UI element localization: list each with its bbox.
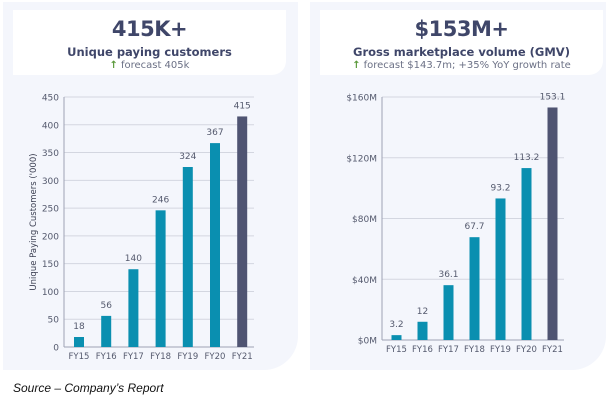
gmv-data-label: 12 <box>417 307 428 317</box>
gmv-forecast: ↑ forecast $143.7m; +35% YoY growth rate <box>320 60 603 72</box>
gmv-headline: $153M+ <box>414 17 509 41</box>
customers-ytick-label: 200 <box>42 232 59 242</box>
gmv-summary-card: $153M+ Gross marketplace volume (GMV) ↑ f… <box>320 10 603 75</box>
customers-ytick-label: 400 <box>42 121 59 131</box>
gmv-subtitle: Gross marketplace volume (GMV) <box>353 45 570 59</box>
gmv-bar-fy21 <box>547 107 558 341</box>
customers-xtick-label: FY21 <box>232 352 253 362</box>
customers-xtick-label: FY20 <box>205 352 226 362</box>
customers-data-label: 324 <box>179 152 196 162</box>
gmv-bar-fy16 <box>417 321 428 340</box>
gmv-data-label: 153.1 <box>540 92 566 102</box>
customers-ytick-label: 450 <box>42 94 59 104</box>
gmv-data-label: 36.1 <box>438 270 458 280</box>
customers-bar-fy16 <box>101 315 112 347</box>
customers-ytick-label: 50 <box>48 316 60 326</box>
customers-ytick-label: 350 <box>42 149 59 159</box>
gmv-ytick-label: $80M <box>352 215 377 225</box>
customers-xtick-label: FY16 <box>96 352 117 362</box>
arrow-up-icon: ↑ <box>109 60 118 71</box>
customers-bar-fy19 <box>182 167 193 347</box>
customers-ytick-label: 300 <box>42 177 59 187</box>
gmv-data-label: 3.2 <box>389 320 403 330</box>
customers-bar-fy15 <box>74 337 84 347</box>
customers-panel: 415K+ Unique paying customers ↑ forecast … <box>3 2 298 370</box>
customers-summary-card: 415K+ Unique paying customers ↑ forecast … <box>13 10 286 75</box>
gmv-xtick-label: FY17 <box>438 345 459 355</box>
gmv-xtick-label: FY20 <box>516 345 537 355</box>
gmv-xtick-label: FY18 <box>464 345 485 355</box>
customers-xtick-label: FY19 <box>177 352 198 362</box>
gmv-bar-fy15 <box>391 335 402 340</box>
gmv-forecast-text: forecast $143.7m; +35% YoY growth rate <box>363 60 571 71</box>
customers-data-label: 415 <box>234 101 251 111</box>
customers-headline: 415K+ <box>111 17 188 41</box>
customers-xtick-label: FY17 <box>123 352 144 362</box>
customers-data-label: 367 <box>206 128 223 138</box>
customers-ytick-label: 0 <box>53 344 59 354</box>
gmv-bar-fy17 <box>443 285 454 340</box>
customers-bar-fy17 <box>128 269 139 347</box>
gmv-data-label: 113.2 <box>514 153 540 163</box>
customers-subtitle: Unique paying customers <box>67 45 232 59</box>
gmv-ytick-label: $0M <box>358 337 377 347</box>
gmv-data-label: 93.2 <box>490 183 510 193</box>
customers-data-label: 18 <box>73 322 85 332</box>
gmv-ytick-label: $40M <box>352 276 377 286</box>
gmv-xtick-label: FY16 <box>412 345 433 355</box>
customers-xtick-label: FY15 <box>69 352 90 362</box>
customers-xtick-label: FY18 <box>150 352 171 362</box>
customers-bar-fy21 <box>237 116 248 347</box>
gmv-bar-fy18 <box>469 237 480 340</box>
source-note: Source – Company’s Report <box>13 381 164 395</box>
gmv-data-label: 67.7 <box>464 222 484 232</box>
customers-ytick-label: 150 <box>42 260 59 270</box>
gmv-bar-fy20 <box>521 168 532 340</box>
gmv-xtick-label: FY19 <box>490 345 511 355</box>
customers-forecast: ↑ forecast 405k <box>13 60 286 72</box>
customers-bar-fy20 <box>210 143 220 347</box>
customers-data-label: 140 <box>125 254 142 264</box>
customers-bar-fy18 <box>155 210 166 347</box>
customers-ytick-label: 100 <box>42 288 59 298</box>
gmv-ytick-label: $120M <box>346 154 377 164</box>
customers-y-axis-title: Unique Paying Customers ('000) <box>29 153 39 290</box>
customers-ytick-label: 250 <box>42 205 59 215</box>
gmv-xtick-label: FY15 <box>386 345 407 355</box>
customers-forecast-text: forecast 405k <box>120 60 190 71</box>
gmv-ytick-label: $160M <box>346 94 377 104</box>
arrow-up-icon: ↑ <box>352 60 361 71</box>
customers-data-label: 56 <box>100 301 112 311</box>
gmv-bar-fy19 <box>495 198 506 340</box>
customers-data-label: 246 <box>152 195 169 205</box>
gmv-xtick-label: FY21 <box>542 345 563 355</box>
